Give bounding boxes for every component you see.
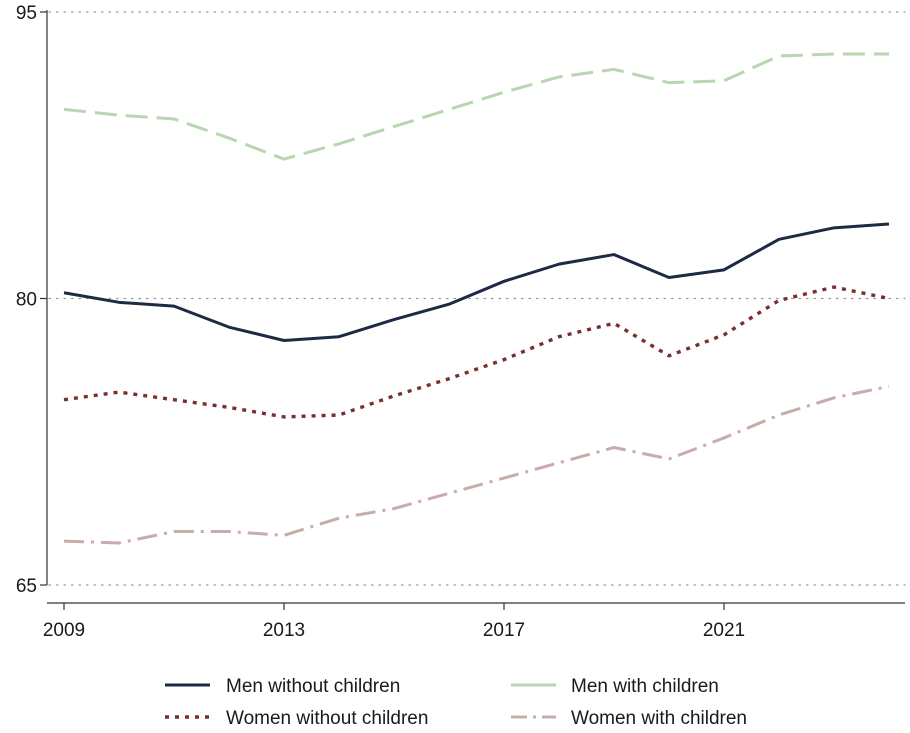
series-line-men-without-children — [63, 222, 890, 343]
y-tick-label: 95 — [16, 3, 37, 24]
legend: Men without children Men with children Wom… — [165, 676, 747, 729]
x-tick-label: 2013 — [263, 620, 305, 641]
series-line-women-with-children — [63, 384, 890, 545]
series-line-men-with-children — [63, 52, 889, 161]
legend-label: Women with children — [571, 708, 747, 729]
y-tick-label: 80 — [16, 290, 37, 311]
x-axis: 2009 2013 2017 2021 — [43, 602, 905, 641]
y-tick-label: 65 — [16, 576, 37, 597]
legend-label: Men with children — [571, 676, 719, 697]
x-tick-label: 2021 — [703, 620, 745, 641]
x-tick-label: 2017 — [483, 620, 525, 641]
y-axis: 65 80 95 — [16, 3, 48, 597]
series-line-women-without-children — [63, 285, 890, 419]
grid-lines — [48, 11, 906, 586]
series-lines — [63, 52, 890, 545]
legend-label: Men without children — [226, 676, 400, 697]
x-tick-label: 2009 — [43, 620, 85, 641]
legend-label: Women without children — [226, 708, 428, 729]
